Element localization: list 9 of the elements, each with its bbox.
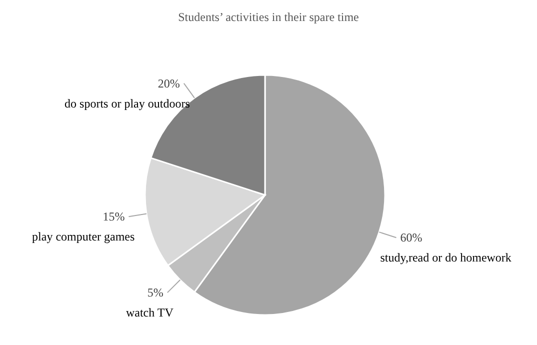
chart-title: Students’ activities in their spare time [177,10,360,25]
data-label: 5% [147,286,164,300]
slice-label: watch TV [126,306,174,320]
slice-label: study,read or do homework [380,250,512,265]
data-label: 15% [102,210,125,224]
data-label: 60% [400,230,422,245]
data-label: 20% [158,76,180,90]
slice-label: do sports or play outdoors [64,96,190,110]
slice-label: play computer games [32,230,136,244]
